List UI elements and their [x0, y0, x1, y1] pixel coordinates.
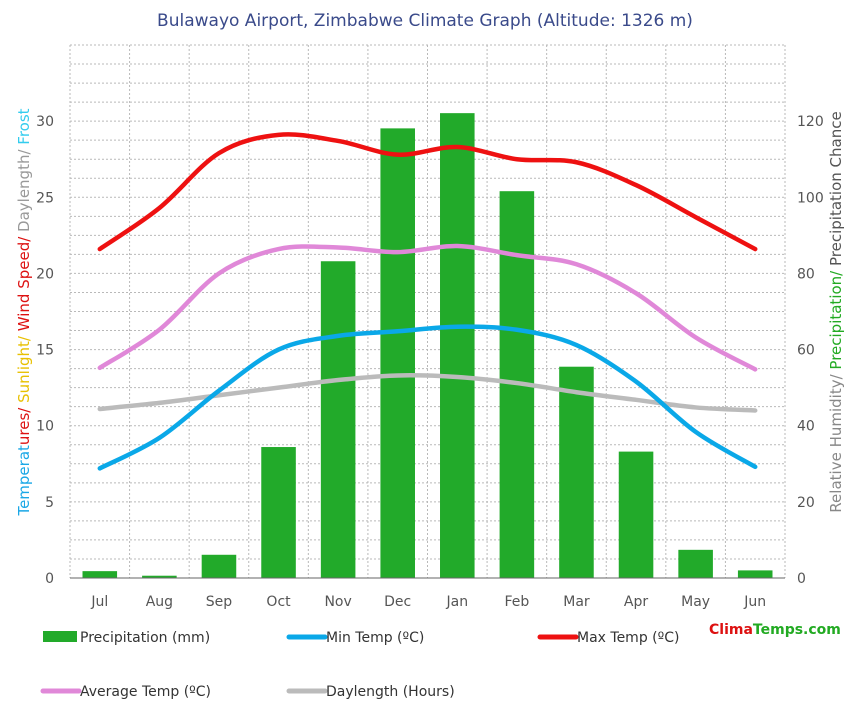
- y-right-ticks: 0 20 40 60 80 100 120: [797, 114, 824, 587]
- axis-label-part: Precipitation/: [827, 270, 845, 375]
- y-right-axis-label: Relative Humidity/ Precipitation/ Precip…: [827, 111, 845, 512]
- axis-label-part: ures/: [15, 407, 33, 445]
- series-line-average-temp-c: [97, 243, 758, 372]
- x-tick-label: Nov: [324, 594, 351, 610]
- legend-item: Daylength (Hours): [286, 684, 455, 700]
- precipitation-bar: [261, 447, 296, 578]
- legend-label: Max Temp (ºC): [577, 630, 679, 646]
- y-right-tick-label: 20: [797, 495, 815, 511]
- y-left-tick-label: 0: [45, 571, 54, 587]
- legend-item: Precipitation (mm): [43, 630, 210, 646]
- axis-label-part: Relative Humidity/: [827, 373, 845, 512]
- axis-label-part: Sunlight/: [15, 335, 33, 408]
- legend-label: Daylength (Hours): [326, 684, 455, 700]
- legend-label: Precipitation (mm): [80, 630, 210, 646]
- series-line-max-temp-c: [97, 132, 758, 252]
- precipitation-bar: [559, 366, 594, 578]
- y-left-tick-label: 30: [36, 114, 54, 130]
- precipitation-bars: [82, 113, 773, 579]
- precipitation-bar: [737, 570, 773, 578]
- legend-item: Min Temp (ºC): [286, 630, 424, 646]
- y-left-ticks: 0 5 10 15 20 25 30: [36, 114, 54, 587]
- x-tick-label: Mar: [563, 594, 590, 610]
- precipitation-bar: [201, 554, 237, 578]
- axis-label-part: Temperat: [15, 445, 33, 517]
- legend-item: Average Temp (ºC): [40, 684, 211, 700]
- precipitation-bar: [82, 571, 118, 578]
- chart-title: Bulawayo Airport, Zimbabwe Climate Graph…: [157, 11, 693, 31]
- y-right-tick-label: 80: [797, 266, 815, 282]
- y-left-tick-label: 25: [36, 190, 54, 206]
- precipitation-bar: [618, 451, 654, 578]
- series-lines: [97, 132, 758, 471]
- x-tick-label: May: [681, 594, 710, 610]
- x-axis-ticks: Jul Aug Sep Oct Nov Dec Jan Feb Mar Apr May Jun: [90, 594, 766, 610]
- y-right-tick-label: 120: [797, 114, 824, 130]
- x-tick-label: Apr: [624, 594, 648, 610]
- x-tick-label: Feb: [504, 594, 529, 610]
- x-tick-label: Dec: [384, 594, 411, 610]
- chart-legend: Precipitation (mm) Min Temp (ºC) Max Temp …: [40, 630, 679, 700]
- x-tick-label: Sep: [206, 594, 233, 610]
- x-tick-label: Aug: [146, 594, 173, 610]
- y-left-axis-label: Temperatures/ Sunlight/ Wind Speed/ Dayl…: [15, 108, 33, 516]
- y-left-tick-label: 5: [45, 495, 54, 511]
- legend-swatch: [43, 631, 77, 642]
- y-left-tick-label: 15: [36, 343, 54, 359]
- branding-logo[interactable]: ClimaTemps.com: [709, 622, 841, 638]
- y-right-tick-label: 100: [797, 190, 824, 206]
- branding-part-2: Temps.com: [753, 622, 841, 638]
- series-line-min-temp-c: [97, 324, 758, 471]
- x-tick-label: Jul: [90, 594, 108, 610]
- axis-label-part: Precipitation Chance: [827, 111, 845, 270]
- x-tick-label: Jan: [445, 594, 468, 610]
- legend-label: Min Temp (ºC): [326, 630, 424, 646]
- legend-label: Average Temp (ºC): [80, 684, 211, 700]
- precipitation-bar: [320, 261, 356, 578]
- axis-label-part: Frost: [15, 108, 33, 149]
- y-right-tick-label: 60: [797, 343, 815, 359]
- precipitation-bar: [142, 575, 177, 578]
- precipitation-bar: [440, 113, 475, 578]
- axis-label-part: Wind Speed/: [15, 236, 33, 336]
- legend-item: Max Temp (ºC): [537, 630, 679, 646]
- x-tick-label: Oct: [266, 594, 291, 610]
- y-left-tick-label: 10: [36, 419, 54, 435]
- axis-label-part: Daylength/: [15, 149, 33, 237]
- y-right-tick-label: 0: [797, 571, 806, 587]
- precipitation-bar: [380, 128, 415, 578]
- x-tick-label: Jun: [743, 594, 766, 610]
- branding-part-1: Clima: [709, 622, 753, 638]
- y-left-tick-label: 20: [36, 266, 54, 282]
- precipitation-bar: [678, 549, 713, 578]
- y-right-tick-label: 40: [797, 419, 815, 435]
